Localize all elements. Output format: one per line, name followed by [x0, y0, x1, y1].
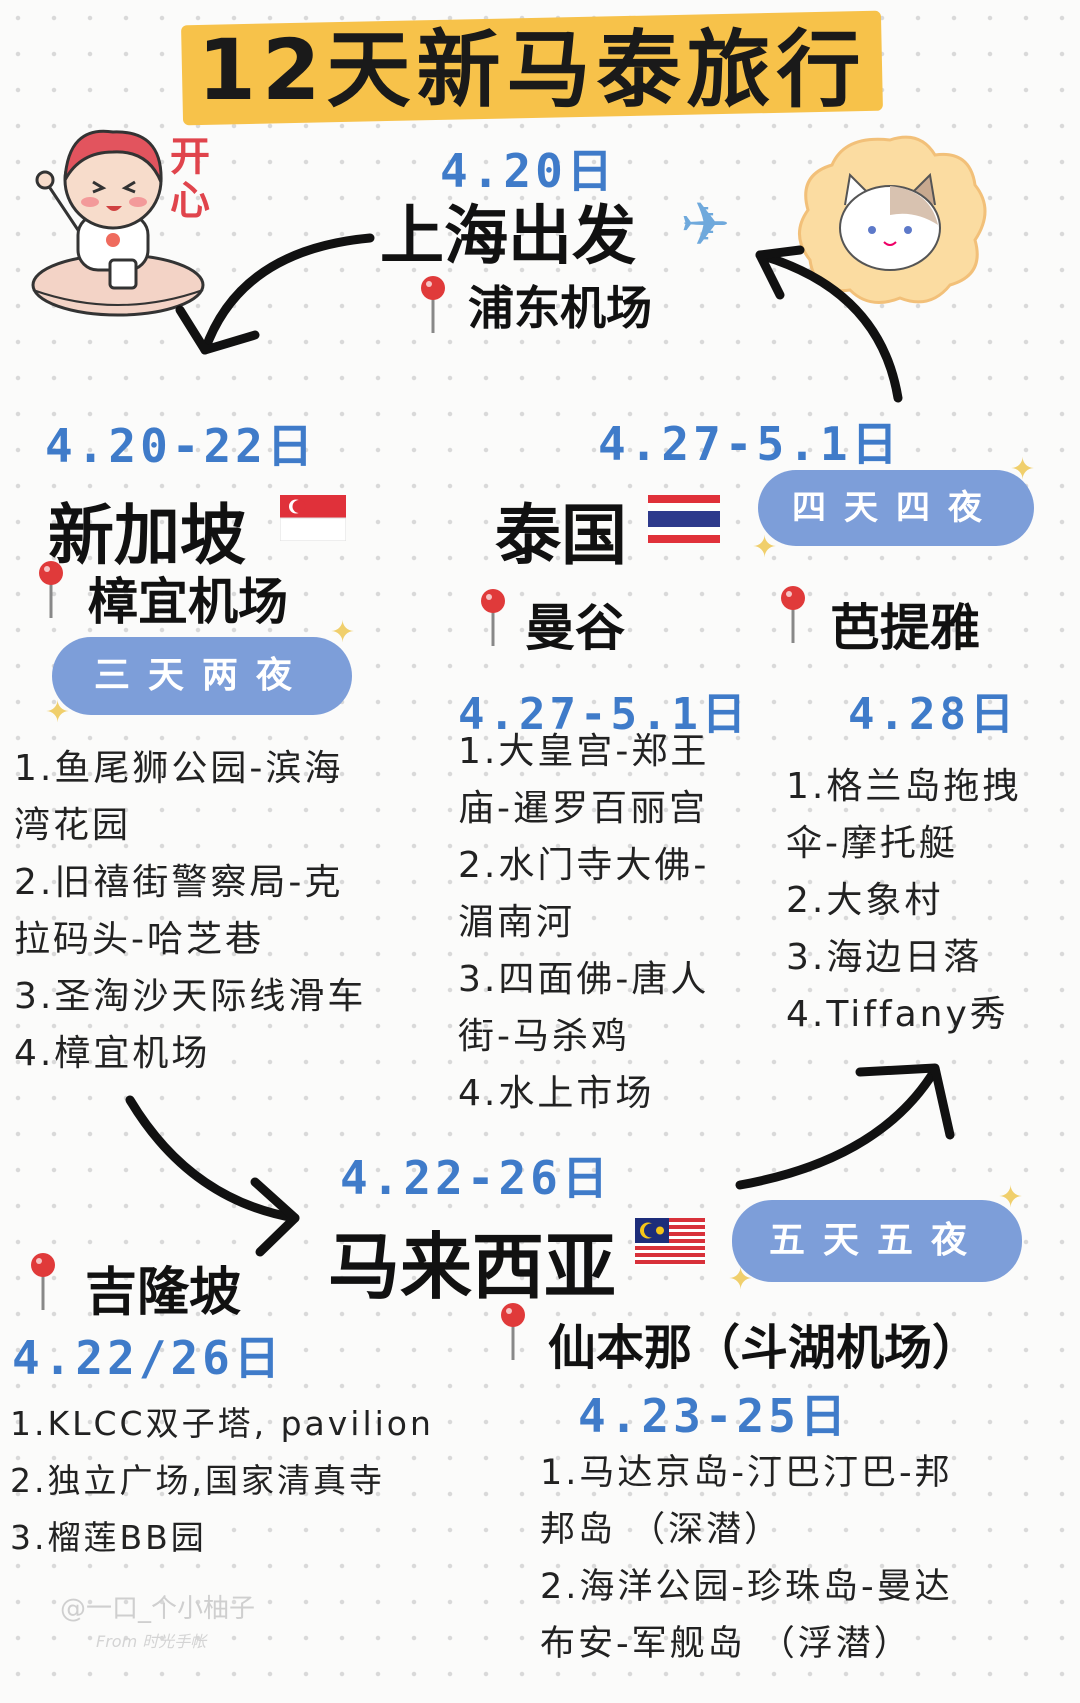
kl-date: 4.22/26日 — [12, 1331, 284, 1385]
thailand-name: 泰国 — [495, 497, 627, 574]
page-title: 12天新马泰旅行 — [197, 21, 867, 119]
singapore-date: 4.20-22日 — [45, 419, 317, 473]
sparkle-icon: ✦ — [752, 530, 778, 565]
list-item: 拉码头-哈芝巷 — [14, 919, 264, 960]
watermark-handle: @一口_个小柚子 — [60, 1594, 256, 1624]
watermark-source: From 时光手帐 — [96, 1632, 207, 1651]
semporna-name: 仙本那（斗湖机场） — [548, 1320, 981, 1376]
malaysia-nights-badge: 五天五夜 — [732, 1200, 1022, 1282]
list-item: 3.海边日落 — [786, 937, 983, 978]
location-pin-icon — [501, 1303, 525, 1360]
list-item: 庙-暹罗百丽宫 — [458, 788, 708, 829]
start-date: 4.20日 — [440, 144, 617, 198]
bangkok-date: 4.27-5.1日 — [458, 689, 750, 740]
kl-itinerary: 1.KLCC双子塔, pavilion 2.独立广场,国家清真寺 3.榴莲BB园 — [10, 1395, 530, 1566]
malaysia-date: 4.22-26日 — [340, 1151, 612, 1205]
location-pin-icon — [39, 561, 63, 618]
sparkle-icon: ✦ — [1010, 452, 1036, 487]
pattaya-date: 4.28日 — [848, 689, 1018, 740]
singapore-itinerary: 1.鱼尾狮公园-滨海 湾花园 2.旧禧街警察局-克 拉码头-哈芝巷 3.圣淘沙天… — [14, 740, 444, 1082]
list-item: 湾花园 — [14, 805, 132, 846]
list-item: 2.水门寺大佛- — [458, 845, 710, 886]
thailand-nights-badge: 四天四夜 — [758, 470, 1034, 546]
list-item: 湄南河 — [458, 902, 576, 943]
location-pin-icon — [481, 589, 505, 646]
list-item: 4.水上市场 — [458, 1073, 655, 1114]
singapore-name: 新加坡 — [48, 497, 246, 574]
list-item: 4.樟宜机场 — [14, 1033, 211, 1074]
sparkle-icon: ✦ — [330, 615, 356, 650]
list-item: 2.大象村 — [786, 880, 944, 921]
semporna-itinerary: 1.马达京岛-汀巴汀巴-邦 邦岛 （深潜） 2.海洋公园-珍珠岛-曼达 布安-军… — [540, 1445, 1080, 1673]
list-item: 1.大皇宫-郑王 — [458, 731, 710, 772]
list-item: 1.KLCC双子塔, pavilion — [10, 1404, 434, 1443]
cat-sticker — [790, 130, 990, 310]
list-item: 1.鱼尾狮公园-滨海 — [14, 748, 344, 789]
bangkok-itinerary: 1.大皇宫-郑王 庙-暹罗百丽宫 2.水门寺大佛- 湄南河 3.四面佛-唐人 街… — [458, 723, 778, 1122]
happy-girl-sticker — [18, 120, 228, 330]
singapore-flag-icon — [280, 495, 346, 541]
start-airport: 浦东机场 — [468, 281, 652, 335]
kl-name: 吉隆坡 — [85, 1263, 242, 1323]
list-item: 3.圣淘沙天际线滑车 — [14, 976, 367, 1017]
list-item: 2.独立广场,国家清真寺 — [10, 1461, 385, 1500]
semporna-date: 4.23-25日 — [578, 1389, 850, 1443]
location-pin-icon — [31, 1253, 55, 1310]
sparkle-icon: ✦ — [45, 695, 71, 730]
list-item: 伞-摩托艇 — [786, 823, 958, 864]
list-item: 3.榴莲BB园 — [10, 1518, 207, 1557]
singapore-nights-badge: 三天两夜 — [52, 637, 352, 715]
list-item: 1.马达京岛-汀巴汀巴-邦 — [540, 1453, 953, 1493]
malaysia-name: 马来西亚 — [328, 1225, 617, 1309]
list-item: 街-马杀鸡 — [458, 1016, 630, 1057]
sparkle-icon: ✦ — [728, 1262, 754, 1297]
thailand-date: 4.27-5.1日 — [598, 417, 902, 471]
list-item: 布安-军舰岛 （浮潜） — [540, 1624, 912, 1664]
singapore-airport: 樟宜机场 — [88, 573, 288, 631]
happy-sticker-text: 开心 — [170, 134, 210, 224]
pattaya-itinerary: 1.格兰岛拖拽 伞-摩托艇 2.大象村 3.海边日落 4.Tiffany秀 — [786, 758, 1076, 1043]
start-city: 上海出发 — [380, 200, 636, 274]
location-pin-icon — [781, 586, 805, 643]
location-pin-icon — [421, 276, 445, 333]
list-item: 2.旧禧街警察局-克 — [14, 862, 344, 903]
airplane-icon: ✈ — [680, 190, 731, 260]
pattaya-name: 芭提雅 — [830, 599, 980, 657]
list-item: 2.海洋公园-珍珠岛-曼达 — [540, 1567, 953, 1607]
list-item: 3.四面佛-唐人 — [458, 959, 710, 1000]
list-item: 邦岛 （深潜） — [540, 1510, 783, 1550]
thailand-flag-icon — [648, 495, 720, 543]
list-item: 4.Tiffany秀 — [786, 994, 1009, 1035]
bangkok-name: 曼谷 — [525, 599, 625, 657]
malaysia-flag-icon — [635, 1218, 705, 1266]
list-item: 1.格兰岛拖拽 — [786, 766, 1022, 807]
sparkle-icon: ✦ — [998, 1180, 1024, 1215]
